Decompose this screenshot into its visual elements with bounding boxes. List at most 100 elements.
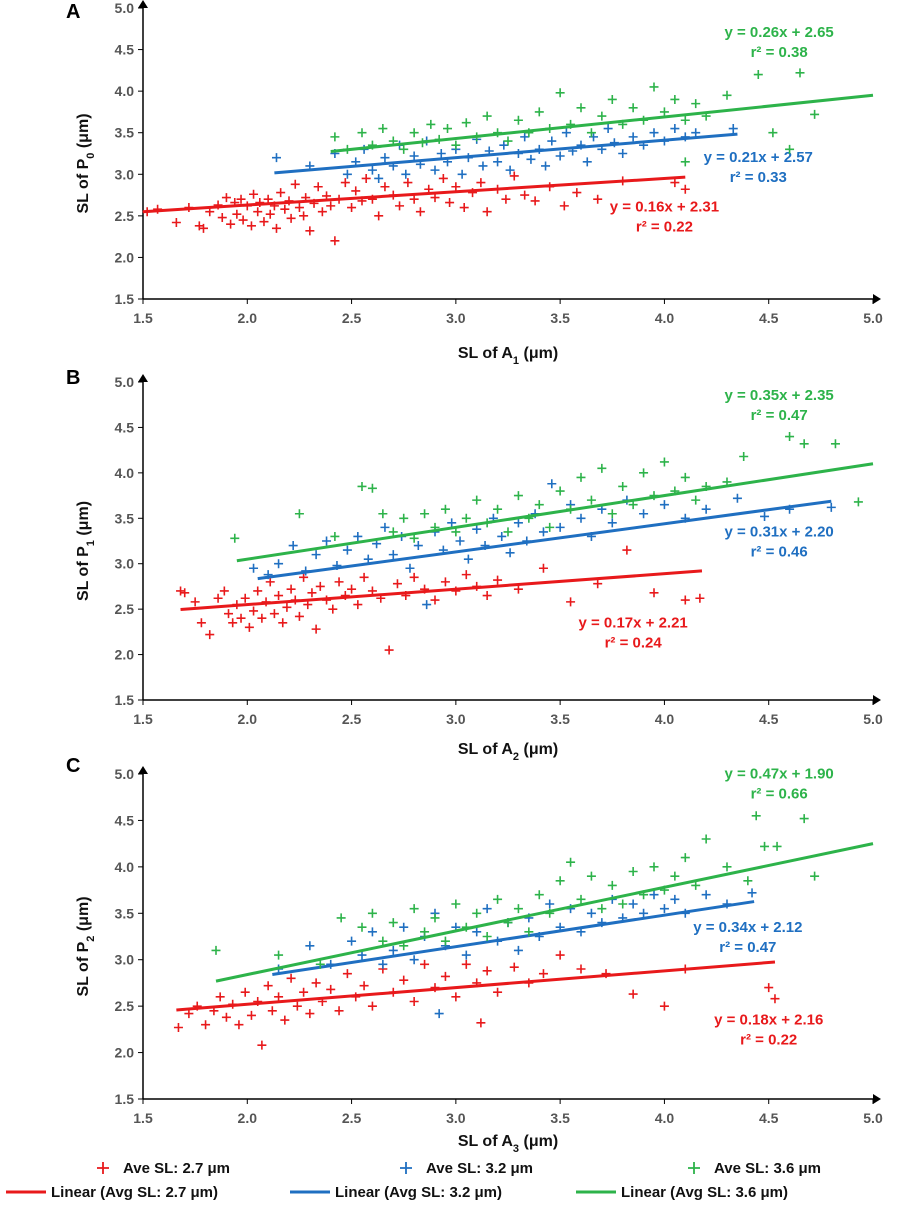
- legend-marker-green: [688, 1162, 700, 1174]
- data-point: [253, 586, 263, 596]
- y-axis-label-unit: (μm): [75, 896, 92, 935]
- y-tick-label: 4.0: [115, 859, 135, 875]
- data-point: [785, 144, 795, 154]
- data-point: [764, 983, 774, 993]
- panel-B: B 1.5 2.0 2.5 3.0 3.5 4.0 4.5 5.0 1.5 2.0 2.5 3.0 3.5…: [66, 367, 883, 763]
- data-point: [691, 880, 701, 890]
- y-tick-label: 4.5: [115, 42, 135, 58]
- data-point: [597, 111, 607, 121]
- series-green: y = 0.35x + 2.35 r² = 0.47: [230, 387, 874, 563]
- trend-line-green: [215, 842, 874, 983]
- data-point: [359, 981, 369, 991]
- data-point: [501, 194, 511, 204]
- data-point: [240, 987, 250, 997]
- data-point: [201, 1020, 211, 1030]
- x-tick-label: 1.5: [133, 1110, 153, 1126]
- data-point: [691, 495, 701, 505]
- data-point: [597, 904, 607, 914]
- data-point: [586, 908, 596, 918]
- data-point: [728, 124, 738, 134]
- y-tick-label: 2.0: [115, 1045, 135, 1061]
- data-point: [555, 522, 565, 532]
- data-point: [576, 894, 586, 904]
- data-point: [701, 834, 711, 844]
- data-point: [180, 588, 190, 598]
- data-point: [799, 814, 809, 824]
- x-axis-label-sub: 2: [513, 751, 519, 763]
- x-tick-label: 5.0: [863, 1110, 883, 1126]
- x-tick-label: 3.5: [550, 711, 570, 727]
- data-point: [405, 563, 415, 573]
- data-point: [513, 518, 523, 528]
- data-point: [205, 630, 215, 640]
- data-point: [224, 609, 234, 619]
- data-point: [263, 981, 273, 991]
- y-tick-label: 2.0: [115, 647, 135, 663]
- data-point: [196, 618, 206, 628]
- data-point: [732, 493, 742, 503]
- data-point: [367, 483, 377, 493]
- data-point: [649, 128, 659, 138]
- data-point: [482, 207, 492, 217]
- y-axis-label-unit: (μm): [75, 501, 92, 540]
- data-point: [420, 959, 430, 969]
- x-axis-arrow-icon: [873, 695, 881, 705]
- x-axis-label-sub: 1: [513, 355, 519, 367]
- data-point: [482, 904, 492, 914]
- x-tick-label: 3.0: [446, 711, 466, 727]
- data-point: [420, 927, 430, 937]
- data-point: [246, 1010, 256, 1020]
- data-point: [628, 899, 638, 909]
- trend-line-green: [330, 93, 874, 153]
- data-point: [384, 645, 394, 655]
- r2-label: r² = 0.24: [605, 634, 663, 651]
- data-point: [342, 545, 352, 555]
- x-tick-label: 3.0: [446, 1110, 466, 1126]
- data-point: [315, 959, 325, 969]
- data-point: [586, 128, 596, 138]
- x-tick-label: 2.5: [342, 711, 362, 727]
- x-tick-label: 4.0: [655, 711, 675, 727]
- y-tick-label: 3.0: [115, 952, 135, 968]
- y-tick-label: 2.5: [115, 208, 135, 224]
- data-point: [274, 992, 284, 1002]
- x-axis-label-unit: (μm): [519, 1133, 558, 1150]
- data-point: [347, 203, 357, 213]
- data-point: [576, 103, 586, 113]
- data-point: [294, 203, 304, 213]
- x-tick-label: 4.5: [759, 711, 779, 727]
- data-point: [628, 132, 638, 142]
- data-point: [753, 70, 763, 80]
- data-point: [215, 992, 225, 1002]
- data-point: [547, 136, 557, 146]
- data-point: [538, 563, 548, 573]
- data-point: [830, 439, 840, 449]
- data-point: [367, 908, 377, 918]
- y-tick-label: 3.0: [115, 556, 135, 572]
- data-point: [555, 876, 565, 886]
- equation-label: y = 0.34x + 2.12: [693, 919, 802, 936]
- data-point: [680, 157, 690, 167]
- y-axis-arrow-icon: [138, 0, 148, 8]
- data-point: [509, 171, 519, 181]
- data-point: [722, 862, 732, 872]
- data-point: [670, 124, 680, 134]
- y-tick-label: 1.5: [115, 1091, 135, 1107]
- data-point: [607, 518, 617, 528]
- data-point: [299, 211, 309, 221]
- data-point: [482, 111, 492, 121]
- data-point: [378, 959, 388, 969]
- data-point: [701, 504, 711, 514]
- data-point: [659, 107, 669, 117]
- x-tick-label: 4.5: [759, 1110, 779, 1126]
- data-point: [447, 518, 457, 528]
- data-point: [493, 157, 503, 167]
- data-point: [219, 586, 229, 596]
- data-point: [520, 132, 530, 142]
- y-tick-label: 3.5: [115, 125, 135, 141]
- y-tick-label: 5.0: [115, 0, 135, 16]
- trend-line-red: [176, 960, 776, 1012]
- legend-marker-label: Ave SL: 2.7 μm: [123, 1160, 230, 1177]
- y-axis-label-main: SL of P: [75, 941, 92, 996]
